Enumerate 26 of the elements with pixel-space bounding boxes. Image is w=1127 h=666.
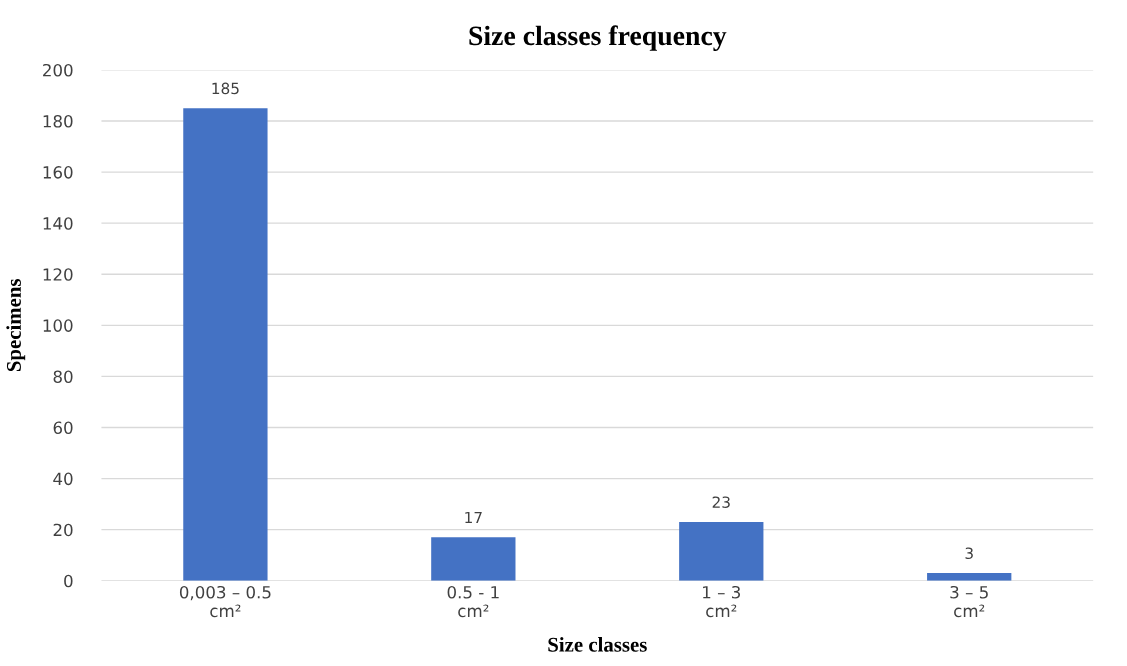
x-tick-label: 1 – 3 cm² bbox=[703, 585, 741, 618]
y-tick-label: 20 bbox=[53, 523, 73, 537]
x-tick-label: 0.5 - 1 cm² bbox=[447, 585, 499, 618]
x-tick-label: 3 – 5 cm² bbox=[950, 585, 988, 618]
y-tick-label: 120 bbox=[43, 268, 73, 281]
bar bbox=[183, 108, 268, 581]
data-label: 23 bbox=[712, 496, 730, 508]
y-tick-label: 40 bbox=[53, 472, 73, 486]
y-axis-title: Specimens bbox=[6, 278, 26, 372]
y-tick-label: 60 bbox=[53, 421, 73, 435]
x-axis-title: Size classes bbox=[548, 637, 647, 652]
y-tick-label: 140 bbox=[43, 217, 73, 230]
bar bbox=[431, 537, 516, 581]
bar bbox=[679, 522, 764, 581]
chart-title: Size classes frequency bbox=[469, 25, 727, 51]
data-label: 185 bbox=[212, 82, 239, 95]
bar bbox=[927, 573, 1012, 581]
y-tick-label: 100 bbox=[43, 319, 73, 332]
y-tick-label: 200 bbox=[43, 63, 73, 77]
y-tick-label: 180 bbox=[43, 114, 73, 128]
x-tick-label: 0,003 – 0.5 cm² bbox=[179, 585, 271, 618]
y-tick-label: 0 bbox=[64, 574, 73, 588]
data-label: 3 bbox=[965, 547, 973, 560]
data-label: 17 bbox=[465, 511, 482, 524]
y-tick-label: 160 bbox=[43, 166, 73, 179]
y-tick-label: 80 bbox=[53, 370, 73, 383]
